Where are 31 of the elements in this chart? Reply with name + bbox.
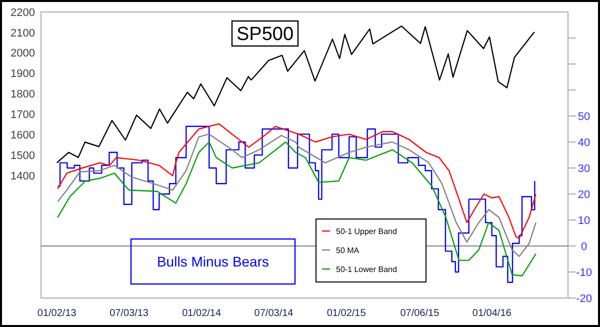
legend-label: 50-1 Upper Band <box>336 226 397 236</box>
y-tick-label: 2000 <box>10 48 35 60</box>
y2-tick-label: 20 <box>578 188 590 201</box>
x-tick-label: 07/03/13 <box>110 308 149 319</box>
legend-label: 50 MA <box>336 246 360 255</box>
annotation: SP500 <box>236 24 294 46</box>
legend-label: 50-1 Lower Band <box>336 264 397 274</box>
x-tick-label: 01/02/15 <box>326 308 366 319</box>
x-tick-label: 07/03/14 <box>254 308 294 319</box>
x-tick-label: 01/02/13 <box>37 308 77 319</box>
line-series <box>57 123 536 239</box>
y2-tick-label: 10 <box>578 214 590 227</box>
x-tick-label: 07/06/15 <box>400 308 440 319</box>
y-tick-label: 2100 <box>10 27 35 40</box>
x-tick-label: 01/04/16 <box>472 308 512 319</box>
y2-tick-label: 40 <box>578 136 590 149</box>
y-tick-label: 1700 <box>10 108 35 121</box>
annotation: Bulls Minus Bears <box>156 253 270 270</box>
y-tick-label: 2200 <box>10 6 35 19</box>
line-series <box>56 25 535 164</box>
y-tick-label: 1800 <box>10 88 35 101</box>
y2-tick-label: -20 <box>576 292 592 305</box>
y-tick-label: 1400 <box>10 170 35 182</box>
x-tick-label: 01/02/14 <box>182 308 222 319</box>
y-tick-label: 1900 <box>10 68 35 80</box>
y2-tick-label: 0 <box>580 240 588 253</box>
y-tick-label: 1500 <box>10 150 35 162</box>
y2-tick-label: 30 <box>578 162 590 175</box>
y2-tick-label: 50 <box>578 110 590 123</box>
y-tick-label: 1600 <box>10 129 35 142</box>
y2-tick-label: -10 <box>576 266 592 279</box>
